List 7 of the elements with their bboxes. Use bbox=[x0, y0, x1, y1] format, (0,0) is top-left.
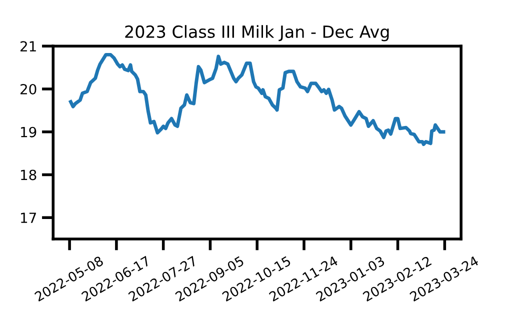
y-tick-label: 21 bbox=[20, 41, 36, 52]
y-tick-label: 19 bbox=[21, 126, 36, 138]
chart-title: 2023 Class III Milk Jan - Dec Avg bbox=[125, 25, 389, 42]
y-tick-label: 20 bbox=[20, 84, 36, 94]
y-tick-label: 17 bbox=[21, 212, 36, 223]
y-tick-label: 18 bbox=[21, 170, 36, 180]
line-series bbox=[68, 52, 446, 146]
